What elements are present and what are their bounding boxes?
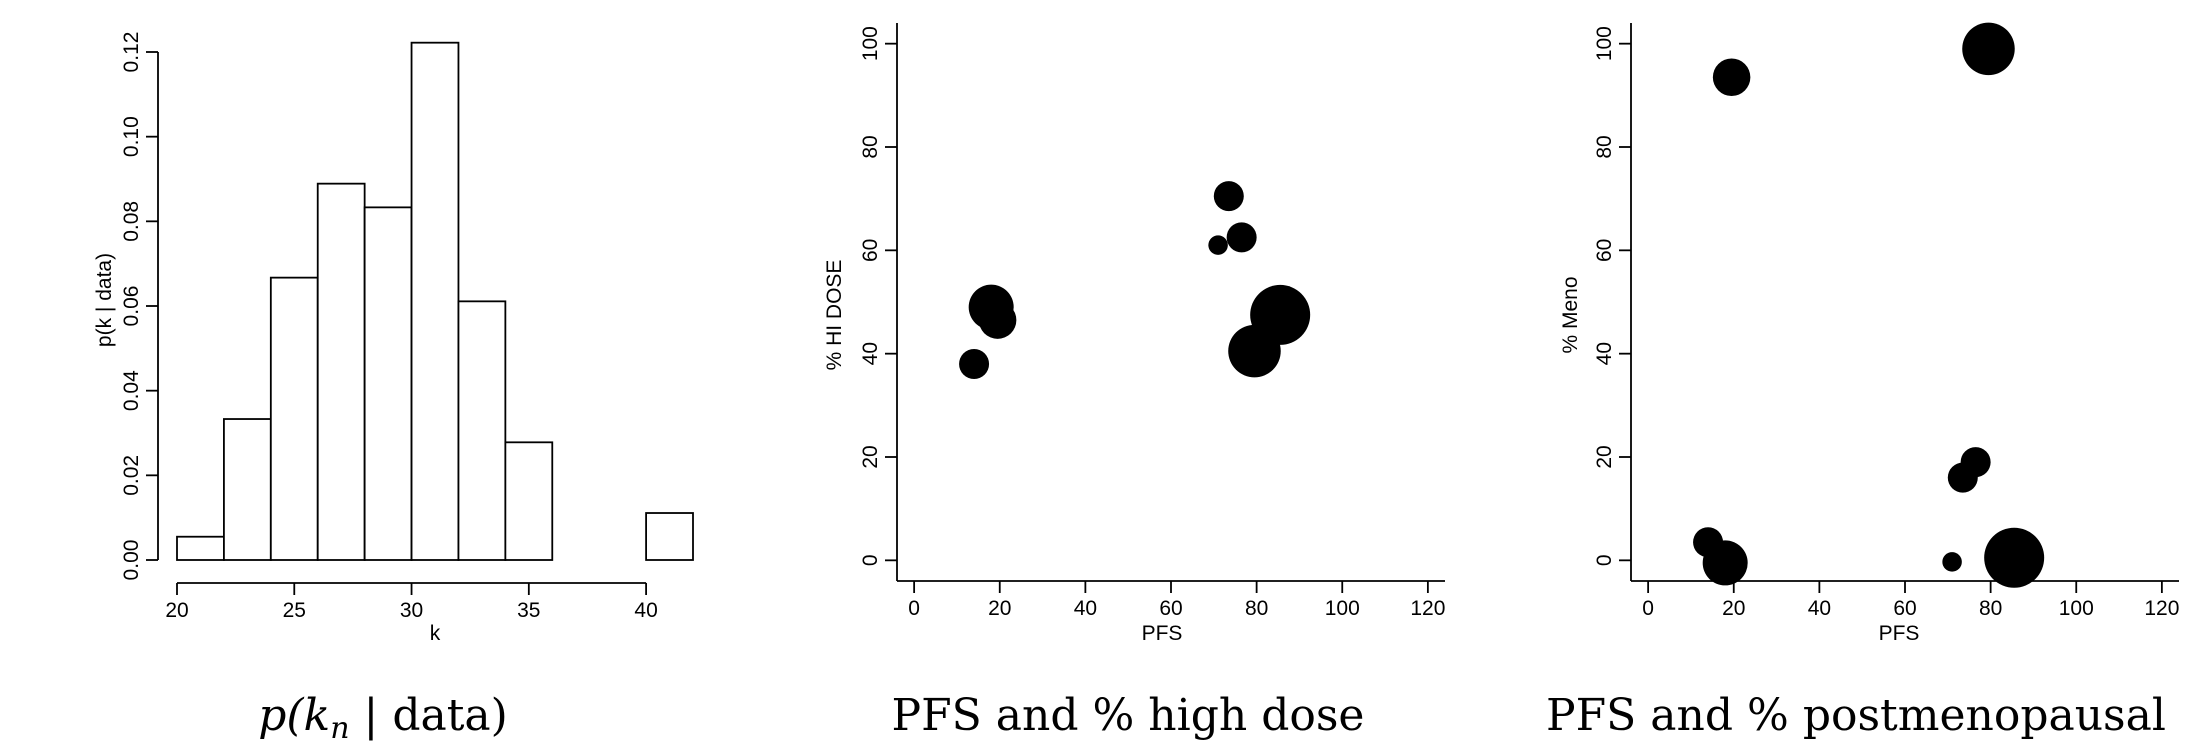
scatter-meno-x-label: PFS bbox=[1879, 622, 1920, 645]
histogram-y-tick-label-5: 0.10 bbox=[120, 116, 143, 157]
histogram-bars bbox=[176, 41, 694, 561]
scatter-meno-y-tick-label-2: 40 bbox=[1593, 342, 1616, 365]
scatter-hi-dose-point-4 bbox=[1213, 181, 1244, 212]
scatter-meno-point-1 bbox=[1702, 540, 1748, 586]
caption-p: p( bbox=[258, 690, 304, 741]
histogram-bar-3 bbox=[316, 182, 366, 561]
scatter-hi-dose-y-tick-label-5: 100 bbox=[859, 26, 882, 61]
histogram-bar-4 bbox=[363, 206, 413, 561]
scatter-hi-dose-point-5 bbox=[1226, 222, 1257, 253]
scatter-meno-y-tick-label-3: 60 bbox=[1593, 239, 1616, 262]
histogram-y-axis: 0.00 0.02 0.04 0.06 0.08 0.10 0.12 bbox=[120, 32, 159, 581]
scatter-hi-dose-point-3 bbox=[1208, 235, 1228, 255]
histogram-bar-1 bbox=[223, 418, 272, 561]
scatter-meno-y-tick-label-0: 0 bbox=[1593, 554, 1616, 566]
scatter-meno-point-6 bbox=[1962, 22, 2015, 76]
histogram-y-tick-label-3: 0.06 bbox=[120, 286, 143, 327]
scatter-hi-dose-y-label: % HI DOSE bbox=[823, 260, 846, 371]
histogram-x-axis: 20 25 30 35 40 bbox=[165, 582, 658, 622]
scatter-hi-dose-caption: PFS and % high dose bbox=[892, 690, 1365, 741]
histogram-y-tick-label-2: 0.04 bbox=[120, 370, 143, 411]
scatter-hi-dose-y-tick-label-3: 60 bbox=[859, 239, 882, 262]
scatter-meno-y-tick-label-5: 100 bbox=[1593, 26, 1616, 61]
scatter-meno-x-tick-label-1: 20 bbox=[1722, 597, 1745, 620]
histogram-caption: p(kn | data) bbox=[258, 690, 508, 743]
scatter-hi-dose-point-7 bbox=[1250, 284, 1311, 345]
scatter-hi-dose-panel: 0 20 40 60 80 100 120 0 20 40 60 80 100 PFS % HI DO… bbox=[823, 23, 1445, 741]
histogram-bar-5 bbox=[410, 41, 460, 561]
scatter-hi-dose-y-tick-label-4: 80 bbox=[859, 135, 882, 158]
scatter-meno-y-axis: 0 20 40 60 80 100 bbox=[1593, 23, 1632, 581]
scatter-meno-x-axis: 0 20 40 60 80 100 120 bbox=[1631, 580, 2179, 620]
scatter-hi-dose-x-tick-label-1: 20 bbox=[988, 597, 1011, 620]
histogram-bar-7 bbox=[504, 441, 554, 561]
scatter-hi-dose-point-0 bbox=[959, 349, 990, 379]
scatter-hi-dose-y-tick-label-1: 20 bbox=[859, 445, 882, 468]
histogram-x-tick-label-2: 30 bbox=[400, 599, 423, 622]
scatter-meno-caption: PFS and % postmenopausal bbox=[1546, 690, 2166, 741]
scatter-hi-dose-y-tick-label-2: 40 bbox=[859, 342, 882, 365]
histogram-x-label: k bbox=[430, 622, 441, 645]
scatter-hi-dose-x-tick-label-3: 60 bbox=[1159, 597, 1182, 620]
scatter-meno-y-tick-label-1: 20 bbox=[1593, 445, 1616, 468]
histogram-panel: 20 25 30 35 40 0.000.020.040.060.080.100.12 … bbox=[93, 32, 694, 746]
histogram-y-tick-label-1: 0.02 bbox=[120, 455, 143, 496]
scatter-hi-dose-x-tick-label-5: 100 bbox=[1325, 597, 1360, 620]
scatter-meno-x-tick-label-2: 40 bbox=[1808, 597, 1831, 620]
histogram-y-tick-label-4: 0.08 bbox=[120, 201, 143, 242]
scatter-meno-y-label: % Meno bbox=[1559, 276, 1582, 353]
histogram-bar-2 bbox=[269, 276, 319, 561]
scatter-hi-dose-x-tick-label-6: 120 bbox=[1410, 597, 1445, 620]
scatter-hi-dose-x-axis: 0 20 40 60 80 100 120 bbox=[897, 580, 1445, 620]
scatter-meno-x-tick-label-4: 80 bbox=[1979, 597, 2002, 620]
scatter-meno-y-tick-label-4: 80 bbox=[1593, 135, 1616, 158]
histogram-y-tick-label-0: 0.00 bbox=[120, 540, 143, 581]
histogram-x-tick-label-0: 20 bbox=[165, 599, 188, 622]
histogram-bar-10 bbox=[645, 512, 694, 561]
histogram-x-tick-label-4: 40 bbox=[634, 599, 657, 622]
histogram-bar-6 bbox=[457, 300, 507, 561]
scatter-hi-dose-x-label: PFS bbox=[1142, 622, 1183, 645]
scatter-meno-point-3 bbox=[1942, 552, 1962, 572]
caption-sub-n: n bbox=[330, 711, 349, 743]
scatter-hi-dose-point-2 bbox=[978, 301, 1017, 339]
scatter-meno-x-tick-label-0: 0 bbox=[1642, 597, 1654, 620]
scatter-meno-point-5 bbox=[1960, 447, 1991, 478]
histogram-y-tick-label-6: 0.12 bbox=[120, 32, 143, 73]
scatter-hi-dose-y-tick-label-0: 0 bbox=[859, 554, 882, 566]
scatter-meno-x-tick-label-6: 120 bbox=[2144, 597, 2179, 620]
scatter-hi-dose-x-tick-label-4: 80 bbox=[1245, 597, 1268, 620]
scatter-hi-dose-x-tick-label-2: 40 bbox=[1074, 597, 1097, 620]
scatter-hi-dose-x-tick-label-0: 0 bbox=[908, 597, 920, 620]
scatter-meno-point-7 bbox=[1984, 527, 2045, 588]
histogram-x-tick-label-1: 25 bbox=[283, 599, 306, 622]
scatter-meno-x-tick-label-5: 100 bbox=[2059, 597, 2094, 620]
scatter-meno-x-tick-label-3: 60 bbox=[1893, 597, 1916, 620]
caption-k: k bbox=[304, 690, 331, 741]
scatter-hi-dose-points bbox=[959, 181, 1311, 379]
scatter-hi-dose-y-axis: 0 20 40 60 80 100 bbox=[859, 23, 898, 581]
scatter-meno-points bbox=[1693, 22, 2045, 588]
caption-rest: | data) bbox=[350, 690, 508, 741]
histogram-bar-0 bbox=[176, 535, 225, 561]
scatter-meno-point-2 bbox=[1712, 58, 1751, 96]
histogram-y-label: p(k | data) bbox=[93, 253, 116, 347]
histogram-x-tick-label-3: 35 bbox=[517, 599, 540, 622]
